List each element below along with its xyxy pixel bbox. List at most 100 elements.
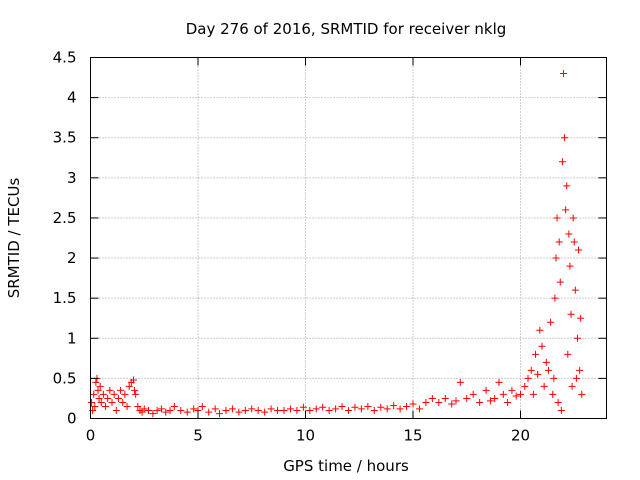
data-point xyxy=(456,378,464,386)
data-point xyxy=(325,406,333,414)
data-point xyxy=(504,398,512,406)
data-point xyxy=(569,214,577,222)
y-tick-label: 1.5 xyxy=(53,289,77,307)
data-point xyxy=(110,390,118,398)
data-point xyxy=(106,386,114,394)
x-tick-label: 15 xyxy=(403,427,422,445)
data-point xyxy=(306,406,314,414)
data-point xyxy=(577,314,585,322)
data-point xyxy=(512,392,520,400)
data-point xyxy=(463,394,471,402)
data-point xyxy=(95,394,103,402)
data-point xyxy=(261,408,269,416)
data-point xyxy=(91,402,99,410)
data-point xyxy=(527,366,535,374)
y-tick-label: 0 xyxy=(67,410,77,428)
data-point xyxy=(476,398,484,406)
x-axis-label: GPS time / hours xyxy=(283,457,409,475)
data-point xyxy=(529,390,537,398)
data-point xyxy=(469,390,477,398)
data-point xyxy=(134,402,142,410)
data-point xyxy=(338,402,346,410)
data-point xyxy=(575,246,583,254)
data-point xyxy=(435,398,443,406)
data-point xyxy=(415,405,423,413)
data-point xyxy=(536,326,544,334)
data-point xyxy=(370,406,378,414)
y-tick-label: 2 xyxy=(67,249,77,267)
data-point xyxy=(117,386,125,394)
data-point xyxy=(119,398,127,406)
data-point xyxy=(205,408,213,416)
data-point xyxy=(567,310,575,318)
data-point xyxy=(557,406,565,414)
data-point xyxy=(508,386,516,394)
data-point xyxy=(177,406,185,414)
data-point xyxy=(534,370,542,378)
data-point xyxy=(452,397,460,405)
data-point xyxy=(568,382,576,390)
data-point xyxy=(542,358,550,366)
data-point xyxy=(123,402,131,410)
data-point xyxy=(96,382,104,390)
data-point xyxy=(248,405,256,413)
data-point xyxy=(554,398,562,406)
data-point xyxy=(558,158,566,166)
data-point xyxy=(280,406,288,414)
data-point xyxy=(145,406,153,414)
data-point xyxy=(576,366,584,374)
data-point xyxy=(90,390,98,398)
y-tick-label: 3 xyxy=(67,169,77,187)
data-point xyxy=(486,397,494,405)
data-point xyxy=(491,394,499,402)
data-point xyxy=(566,262,574,270)
data-point xyxy=(235,408,243,416)
data-point xyxy=(130,376,137,384)
data-point xyxy=(140,405,148,413)
data-point xyxy=(166,406,174,414)
data-point xyxy=(521,382,529,390)
data-point xyxy=(88,398,96,406)
data-point xyxy=(578,390,586,398)
data-point xyxy=(448,400,456,408)
data-point xyxy=(540,382,548,390)
data-point xyxy=(565,230,573,238)
data-point xyxy=(551,294,559,302)
data-point xyxy=(556,278,564,286)
data-point xyxy=(131,386,139,394)
axis-ticks xyxy=(90,57,607,419)
data-point xyxy=(312,405,320,413)
data-point xyxy=(153,406,161,414)
data-point xyxy=(222,406,230,414)
data-point xyxy=(112,406,120,414)
data-point xyxy=(211,405,219,413)
data-point xyxy=(99,390,107,398)
data-point xyxy=(428,394,436,402)
y-tick-label: 4 xyxy=(67,89,77,107)
data-point xyxy=(157,405,165,413)
data-point xyxy=(572,374,580,382)
y-axis-tick-labels: 0 0.5 1 1.5 2 2.5 3 3.5 4 4.5 xyxy=(53,49,77,428)
data-point xyxy=(241,406,249,414)
data-point xyxy=(299,403,307,411)
data-point xyxy=(332,405,340,413)
x-tick-label: 10 xyxy=(296,427,315,445)
data-point xyxy=(286,405,294,413)
data-point xyxy=(149,410,157,418)
data-point xyxy=(547,318,555,326)
data-point xyxy=(560,70,567,78)
data-point xyxy=(532,350,540,358)
data-point xyxy=(121,390,129,398)
data-point xyxy=(267,405,275,413)
data-point xyxy=(441,394,449,402)
data-point xyxy=(274,406,282,414)
data-point xyxy=(319,403,327,411)
data-point xyxy=(549,390,557,398)
data-point xyxy=(114,394,122,402)
data-point xyxy=(499,390,507,398)
data-point xyxy=(396,405,404,413)
data-point xyxy=(482,386,490,394)
data-point xyxy=(552,254,560,262)
chart-title: Day 276 of 2016, SRMTID for receiver nkl… xyxy=(186,20,507,38)
